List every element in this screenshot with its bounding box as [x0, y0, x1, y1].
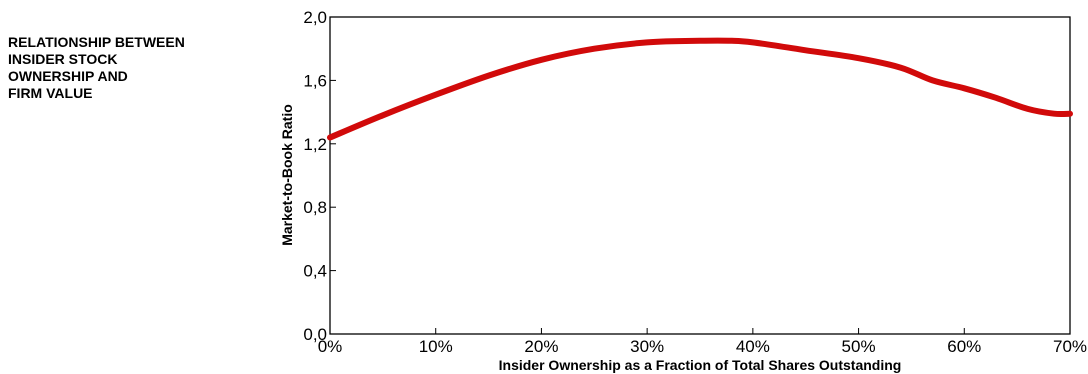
- chart-title-line-4: FIRM VALUE: [8, 85, 93, 101]
- x-tick-label: 40%: [736, 337, 770, 356]
- y-tick-label: 1,2: [303, 135, 327, 154]
- chart-title-line-3: OWNERSHIP AND: [8, 68, 128, 84]
- x-tick-label: 60%: [947, 337, 981, 356]
- chart-title-line-1: RELATIONSHIP BETWEEN: [8, 34, 185, 50]
- x-tick-label: 30%: [630, 337, 664, 356]
- y-tick-label: 0,4: [303, 262, 327, 281]
- y-tick-label: 0,8: [303, 198, 327, 217]
- y-tick-label: 1,6: [303, 71, 327, 90]
- x-tick-label: 50%: [842, 337, 876, 356]
- x-tick-label: 20%: [524, 337, 558, 356]
- x-tick-label: 10%: [419, 337, 453, 356]
- chart-title-line-2: INSIDER STOCK: [8, 51, 118, 67]
- chart-title: RELATIONSHIP BETWEEN INSIDER STOCK OWNER…: [8, 34, 258, 102]
- x-axis-title: Insider Ownership as a Fraction of Total…: [499, 357, 902, 373]
- y-axis-title: Market-to-Book Ratio: [279, 104, 295, 246]
- y-axis: 0,0 0,4 0,8 1,2 1,6 2,0: [303, 8, 336, 344]
- x-tick-label: 70%: [1053, 337, 1087, 356]
- plot-area-frame: [329, 16, 1071, 335]
- y-tick-label: 2,0: [303, 8, 327, 27]
- series-line: [327, 37, 1073, 141]
- x-tick-label: 0%: [318, 337, 343, 356]
- y-tick-label: 0,0: [303, 325, 327, 344]
- x-axis: 0% 10% 20% 30% 40% 50% 60% 70%: [318, 328, 1087, 356]
